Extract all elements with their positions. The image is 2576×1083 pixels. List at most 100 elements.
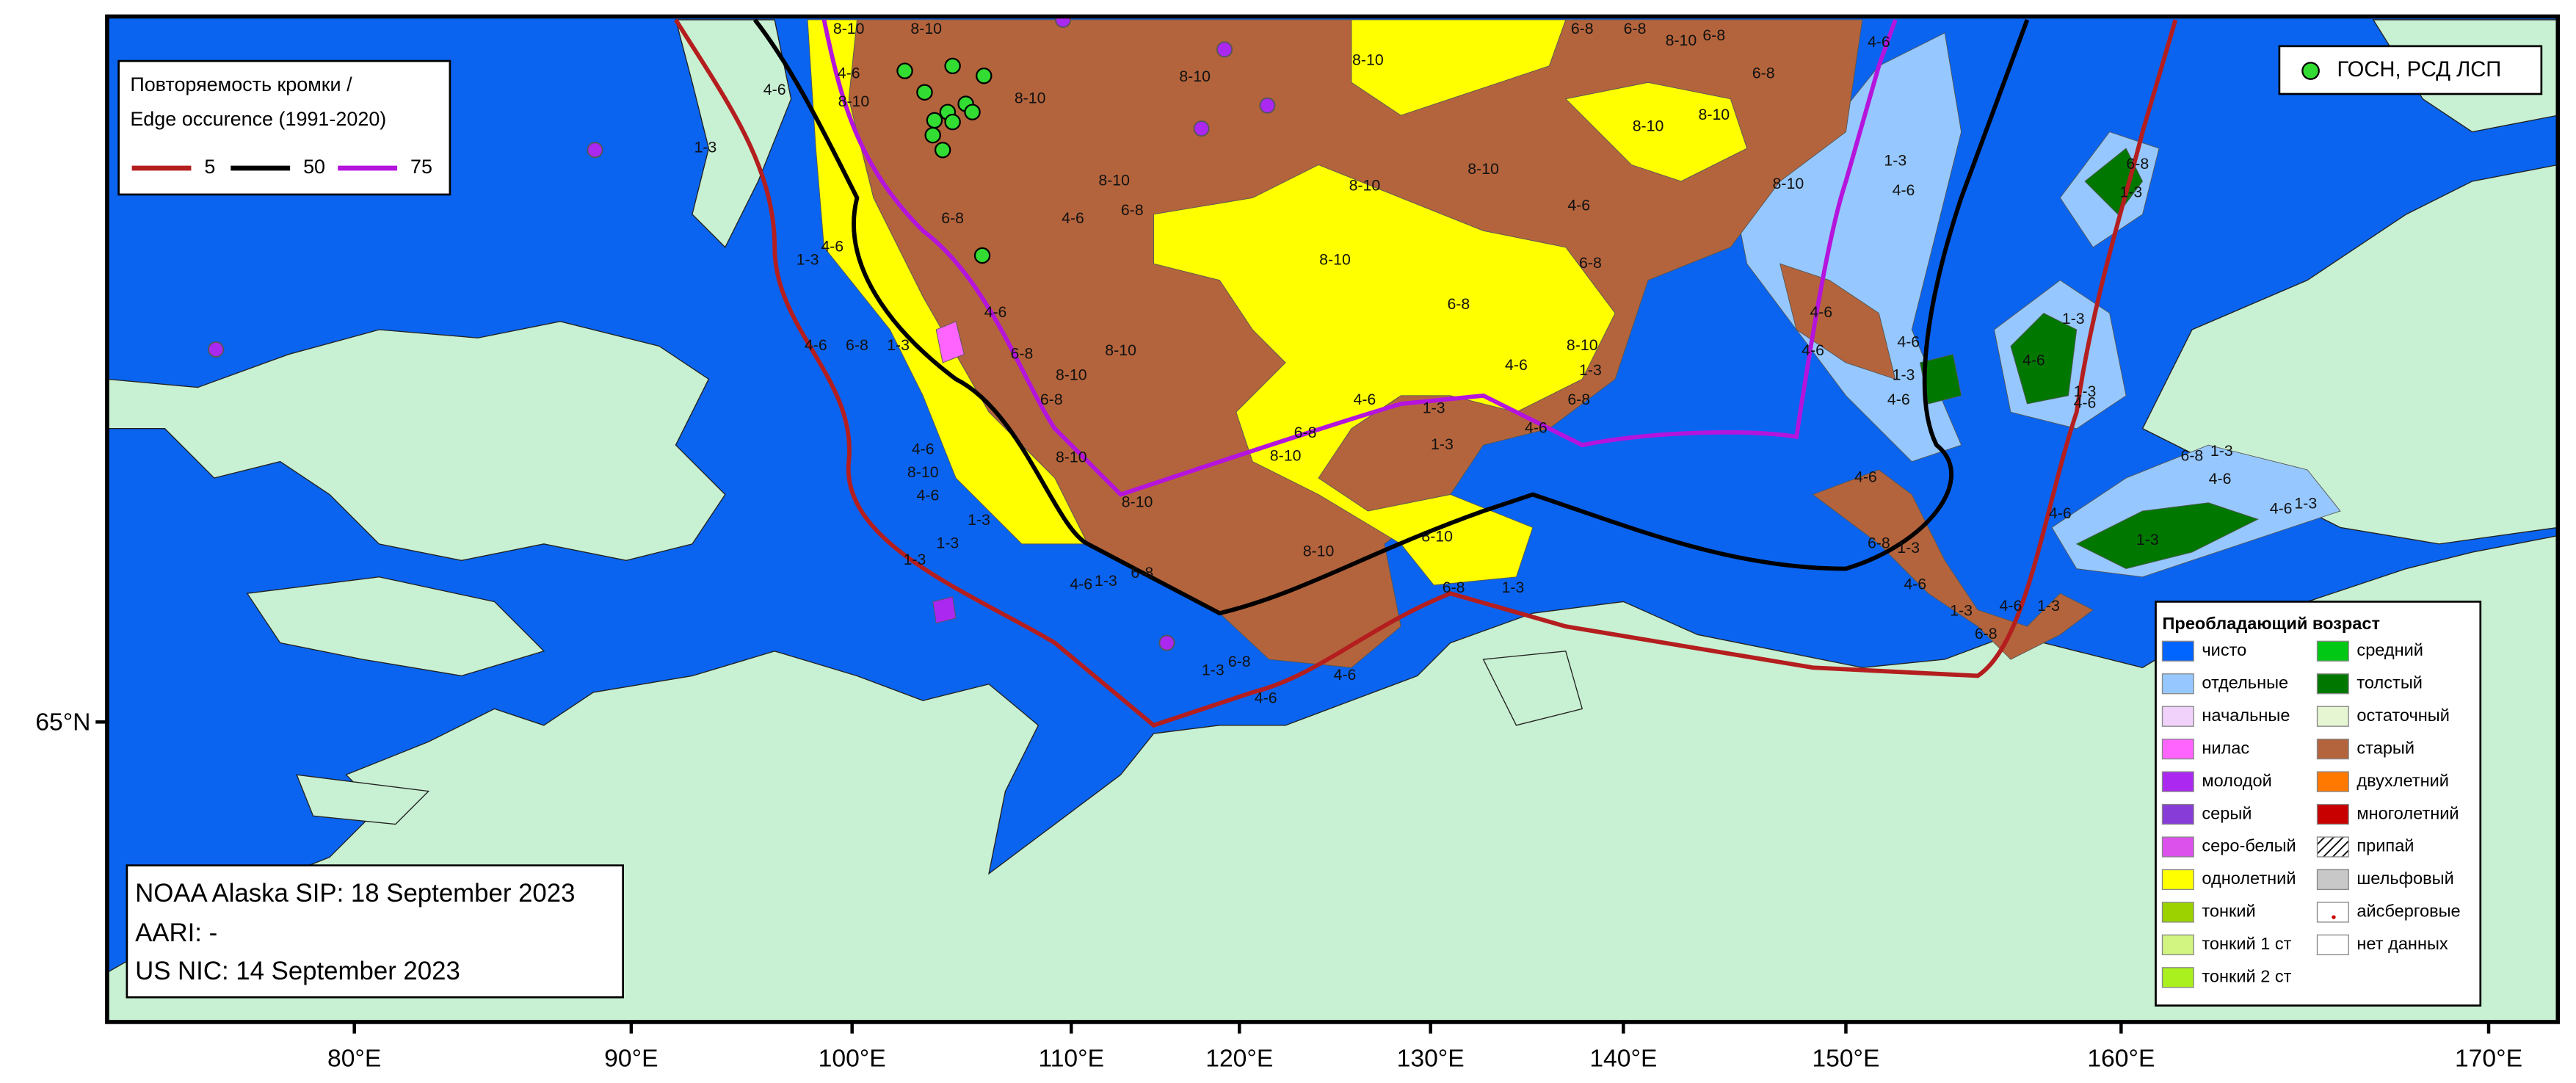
ice-label: 4-6 — [1334, 666, 1357, 684]
age-legend-swatch — [2316, 771, 2349, 792]
edge-lines — [673, 18, 2178, 728]
ice-label: 8-10 — [1352, 51, 1384, 69]
ice-label: 4-6 — [2000, 597, 2022, 615]
age-legend-label: серо-белый — [2202, 836, 2296, 855]
ice-label: 1-3 — [1502, 579, 1525, 596]
age-legend-swatch — [2316, 739, 2349, 760]
ice-label: 8-10 — [1633, 117, 1664, 134]
station-marker — [976, 68, 993, 84]
ice-label: 4-6 — [1353, 391, 1376, 408]
station-marker — [934, 142, 951, 159]
ice-label: 1-3 — [1897, 539, 1920, 557]
ice-label: 4-6 — [1062, 209, 1084, 227]
ice-label: 4-6 — [2270, 499, 2293, 517]
ice-label: 6-8 — [1443, 579, 1465, 596]
ice-label: 6-8 — [1752, 65, 1775, 82]
age-legend-swatch — [2161, 934, 2194, 956]
age-legend-label: старый — [2357, 738, 2414, 757]
ice-label: 1-3 — [2037, 597, 2060, 615]
ice-label: 6-8 — [1975, 625, 1998, 642]
ice-label: 8-10 — [1699, 106, 1730, 123]
age-legend-swatch — [2161, 706, 2194, 727]
edge-legend: Повторяемость кромки / Edge occurence (1… — [117, 59, 451, 196]
ice-label: 1-3 — [2136, 531, 2159, 548]
ice-label: 4-6 — [1854, 468, 1877, 486]
ice-fields — [807, 19, 2341, 668]
ice-label: 8-10 — [1567, 336, 1598, 354]
ice-label: 1-3 — [1423, 399, 1445, 416]
age-legend-swatch — [2161, 673, 2194, 695]
ice-label: 4-6 — [821, 237, 843, 255]
age-legend-swatch — [2161, 869, 2194, 891]
age-legend-label: чисто — [2202, 640, 2246, 659]
age-legend-label: толстый — [2357, 673, 2423, 692]
age-legend-swatch — [2316, 934, 2349, 956]
ice-label: 8-10 — [1773, 175, 1804, 192]
age-legend-label: средний — [2357, 640, 2423, 659]
ice-label: 1-3 — [887, 336, 910, 354]
ice-label: 6-8 — [1702, 26, 1725, 44]
ice-label: 1-3 — [1431, 435, 1454, 453]
station-legend: ГОСН, РСД ЛСП — [2278, 45, 2543, 95]
ice-label: 8-10 — [910, 20, 942, 37]
drifting-marker — [587, 142, 603, 159]
ice-label: 6-8 — [1121, 201, 1144, 219]
ice-label: 1-3 — [2210, 442, 2233, 460]
map-area: 8-10 8-10 8-10 8-10 8-10 8-10 8-10 8-10 6-8 6-8 8-… — [106, 16, 2558, 1022]
age-legend-label: нет данных — [2357, 934, 2448, 953]
ice-label: 8-10 — [1349, 176, 1381, 194]
drifting-marker — [1158, 634, 1175, 651]
ice-label: 1-3 — [1884, 152, 1906, 170]
ice-label: 4-6 — [1893, 181, 1915, 199]
ice-label: 1-3 — [694, 139, 716, 156]
ice-label: 4-6 — [2209, 470, 2232, 488]
lon-label: 170°E — [2455, 1045, 2522, 1072]
ice-label: 8-10 — [1015, 89, 1046, 106]
ice-label: 4-6 — [1255, 689, 1277, 707]
age-legend-label: шельфовый — [2357, 869, 2453, 888]
age-legend-title: Преобладающий возраст — [2162, 614, 2380, 633]
edge-legend-title: Повторяемость кромки / — [130, 73, 352, 95]
age-legend-swatch — [2316, 706, 2349, 727]
station-marker — [924, 126, 941, 144]
ice-label: 6-8 — [1624, 20, 1647, 37]
age-legend-label: айсберговые — [2357, 902, 2460, 921]
ice-label: 6-8 — [1447, 295, 1470, 313]
edge-legend-title: Edge occurence (1991-2020) — [130, 108, 386, 130]
edge-legend-label: 5 — [204, 156, 215, 178]
ice-label: 8-10 — [838, 93, 870, 110]
age-legend-swatch — [2316, 902, 2349, 923]
ice-label: 8-10 — [1270, 447, 1302, 465]
ice-label: 1-3 — [2074, 383, 2097, 400]
ice-label: 6-8 — [1011, 344, 1034, 362]
ice-label: 4-6 — [1897, 333, 1920, 351]
age-legend-swatch — [2161, 803, 2194, 825]
age-legend-label: начальные — [2202, 706, 2290, 725]
ice-label: 8-10 — [1179, 68, 1211, 85]
age-legend-label: тонкий — [2202, 902, 2255, 921]
age-legend-swatch — [2316, 836, 2349, 858]
age-legend-swatch — [2161, 739, 2194, 760]
iceberg-dot — [2332, 915, 2336, 919]
ice-label: 4-6 — [917, 486, 940, 504]
ice-label: 4-6 — [805, 336, 827, 354]
lon-label: 90°E — [604, 1045, 658, 1072]
ice-label: 1-3 — [968, 511, 990, 529]
ice-label: 1-3 — [1950, 602, 1973, 620]
info-line: US NIC: 14 September 2023 — [135, 957, 460, 985]
age-legend-label: молодой — [2202, 771, 2271, 790]
ice-label: 8-10 — [1098, 172, 1130, 189]
ice-label: 4-6 — [2074, 394, 2097, 412]
ice-label: 4-6 — [1525, 419, 1548, 436]
age-legend-swatch — [2161, 902, 2194, 923]
station-marker — [973, 247, 991, 264]
station-marker — [926, 112, 943, 129]
lon-label: 130°E — [1397, 1045, 1465, 1072]
info-line: AARI: - — [135, 919, 217, 947]
land — [106, 19, 2558, 1022]
age-legend-swatch — [2316, 869, 2349, 891]
ice-label: 1-3 — [1095, 572, 1117, 590]
drifting-marker — [1193, 120, 1210, 137]
ice-label: 8-10 — [1122, 493, 1153, 510]
